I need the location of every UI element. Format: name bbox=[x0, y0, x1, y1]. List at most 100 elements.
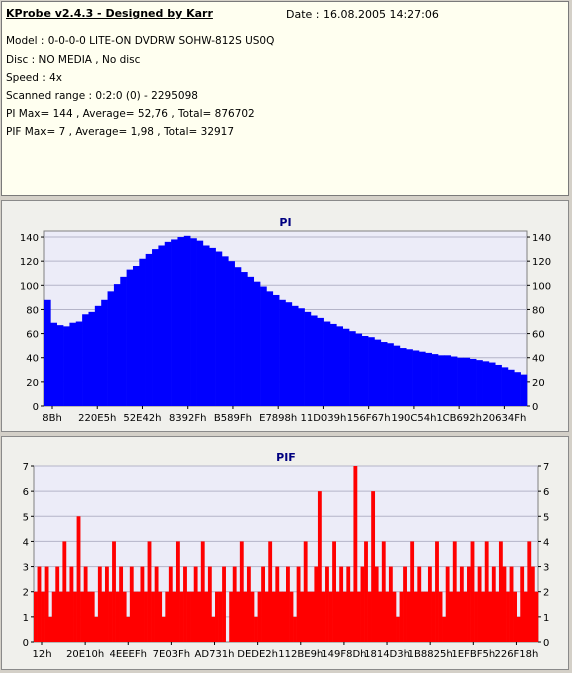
pi-ytick-label-left: 20 bbox=[26, 378, 39, 389]
pif-bar bbox=[94, 616, 99, 642]
pi-bar bbox=[126, 269, 134, 406]
pif-bar bbox=[69, 566, 74, 642]
pif-bar bbox=[381, 541, 386, 642]
pi-bar bbox=[310, 315, 318, 406]
pif-bar bbox=[129, 566, 134, 642]
pif-bar bbox=[51, 591, 56, 642]
pi-bar bbox=[164, 241, 172, 406]
pi-bar bbox=[457, 357, 464, 406]
pif-bar bbox=[332, 541, 336, 642]
pi-bar bbox=[221, 256, 229, 406]
pif-ytick-label-left: 7 bbox=[23, 462, 29, 473]
pif-bar bbox=[193, 566, 198, 642]
pif-bar bbox=[65, 591, 70, 642]
pif-bar bbox=[90, 591, 95, 642]
pif-bar bbox=[346, 566, 351, 642]
pif-bar bbox=[435, 541, 439, 642]
pif-bar bbox=[175, 541, 180, 642]
pif-bar bbox=[83, 566, 88, 642]
pi-bar bbox=[374, 339, 382, 406]
pi-bar bbox=[298, 308, 305, 406]
pif-bar bbox=[502, 566, 507, 642]
pif-bar bbox=[534, 591, 539, 642]
pif-chart-title: PIF bbox=[276, 451, 296, 464]
pif-ytick-label-left: 4 bbox=[23, 537, 29, 548]
pif-bar bbox=[388, 566, 393, 642]
pi-bar bbox=[444, 355, 452, 406]
pif-bar bbox=[282, 591, 287, 642]
pif-ytick-label-left: 2 bbox=[23, 588, 29, 599]
pi-bar bbox=[75, 321, 83, 406]
pif-bar bbox=[204, 591, 209, 642]
pi-bar bbox=[253, 281, 261, 406]
pif-bar bbox=[151, 591, 155, 642]
pif-bar bbox=[275, 566, 280, 642]
pif-xtick-label: 4EEEFh bbox=[110, 649, 147, 660]
pif-bar bbox=[218, 591, 223, 642]
pif-bar bbox=[190, 591, 195, 642]
pif-bar bbox=[55, 566, 60, 642]
pi-bar bbox=[291, 305, 299, 406]
pif-bar bbox=[488, 591, 493, 642]
pi-bar bbox=[476, 360, 483, 406]
pif-ytick-label-right: 3 bbox=[543, 563, 549, 574]
pif-bar bbox=[58, 591, 63, 642]
pif-xtick-label: 226F18h bbox=[494, 649, 538, 660]
pif-bar bbox=[101, 591, 106, 642]
pif-bar bbox=[484, 541, 489, 642]
pi-bar bbox=[418, 351, 426, 406]
pif-xtick-label: 12h bbox=[32, 649, 51, 660]
pif-bar bbox=[246, 566, 251, 642]
pi-bar bbox=[63, 326, 70, 406]
pif-bar bbox=[37, 566, 42, 642]
pif-bar bbox=[364, 541, 368, 642]
pi-bar bbox=[393, 345, 401, 406]
pi-bar bbox=[158, 245, 166, 406]
pi-bar bbox=[145, 253, 153, 406]
pif-bar bbox=[144, 591, 148, 642]
pi-bar bbox=[488, 362, 496, 406]
pif-bar bbox=[424, 591, 429, 642]
pif-bar bbox=[257, 591, 262, 642]
pif-bar bbox=[523, 591, 528, 642]
pif-bar bbox=[254, 616, 258, 642]
pif-bar bbox=[286, 566, 290, 642]
pif-bar bbox=[268, 541, 273, 642]
pi-bar bbox=[349, 331, 356, 406]
pif-bar bbox=[264, 591, 269, 642]
pif-bar bbox=[349, 591, 354, 642]
pi-bar bbox=[361, 336, 369, 406]
pi-ytick-label-left: 120 bbox=[20, 257, 39, 268]
pif-bar bbox=[442, 616, 447, 642]
pi-ytick-label-right: 60 bbox=[532, 330, 545, 341]
pif-bar bbox=[371, 491, 376, 642]
info-pi-stats: PI Max= 144 , Average= 52,76 , Total= 87… bbox=[6, 108, 255, 120]
pi-bar bbox=[482, 361, 490, 406]
pi-bar bbox=[336, 326, 343, 406]
pif-bar bbox=[417, 566, 422, 642]
pif-xtick-label: 112BE9h bbox=[278, 649, 323, 660]
pif-bar bbox=[222, 566, 226, 642]
pif-bar bbox=[314, 566, 319, 642]
pif-bar bbox=[165, 591, 170, 642]
pif-bar bbox=[261, 566, 266, 642]
pif-bar bbox=[459, 566, 464, 642]
pif-bar bbox=[197, 591, 202, 642]
pi-bar bbox=[50, 322, 58, 406]
pif-bar bbox=[108, 591, 113, 642]
pif-bar bbox=[452, 541, 457, 642]
pif-bar bbox=[271, 591, 276, 642]
pif-bar bbox=[76, 516, 81, 642]
pif-bar bbox=[374, 566, 379, 642]
pi-ytick-label-left: 100 bbox=[20, 281, 39, 292]
pi-ytick-label-right: 20 bbox=[532, 378, 545, 389]
pif-ytick-label-right: 4 bbox=[543, 537, 549, 548]
pif-bar bbox=[243, 591, 248, 642]
pi-bar bbox=[285, 302, 293, 406]
pif-bar bbox=[80, 591, 84, 642]
pif-bar bbox=[495, 591, 500, 642]
pi-ytick-label-left: 0 bbox=[33, 402, 39, 413]
pif-bar bbox=[399, 591, 404, 642]
pif-bar bbox=[211, 616, 216, 642]
pi-xtick-label: 1CB692h bbox=[436, 413, 482, 424]
